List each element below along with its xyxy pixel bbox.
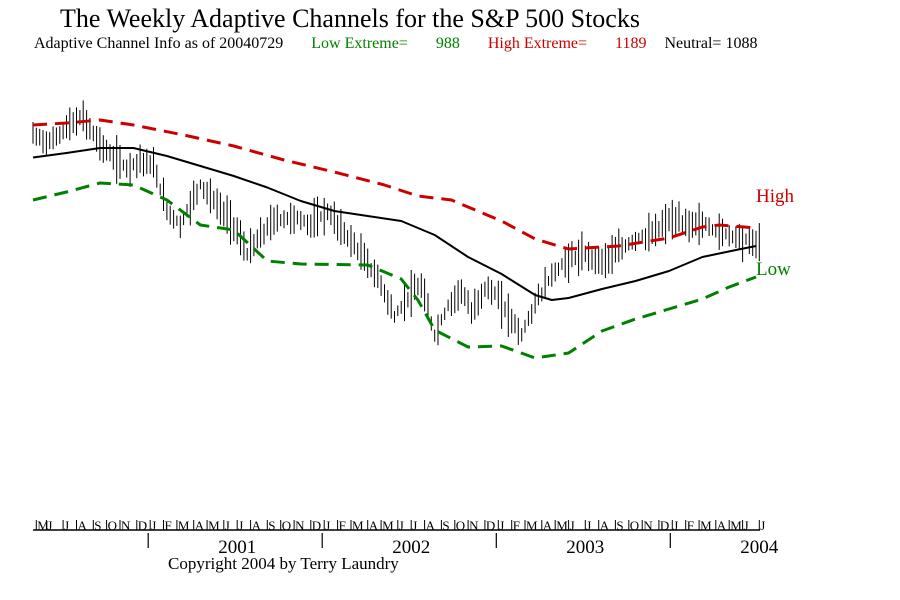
month-tick-label: J [586, 518, 591, 533]
month-tick-label: O [282, 518, 291, 533]
neutral-channel-line [32, 147, 757, 301]
low-line-label: Low [756, 259, 791, 280]
month-tick-label: M [700, 518, 712, 533]
neutral-label: Neutral= [664, 35, 722, 52]
month-tick-label: J [744, 518, 749, 533]
month-tick-label: J [499, 518, 504, 533]
month-tick-label: A [78, 518, 88, 533]
month-tick-label: J [673, 518, 678, 533]
month-tick-label: N [295, 518, 305, 533]
year-label: 2001 [218, 537, 256, 558]
low-extreme-value: 988 [435, 35, 460, 52]
month-tick-label: A [369, 518, 379, 533]
high-line-label: High [756, 186, 795, 207]
channel-info-line: Adaptive Channel Info as of 20040729 Low… [34, 35, 757, 53]
month-tick-label: D [138, 518, 147, 533]
month-tick-label: A [600, 518, 610, 533]
month-tick-label: F [513, 518, 520, 533]
month-tick-label: M [382, 518, 394, 533]
month-tick-label: N [643, 518, 653, 533]
month-tick-label: J [151, 518, 156, 533]
month-tick-label: D [312, 518, 321, 533]
neutral-value: 1088 [725, 35, 758, 52]
month-tick-label: S [616, 518, 623, 533]
month-tick-label: S [442, 518, 449, 533]
month-tick-label: N [469, 518, 479, 533]
month-tick-label: A [543, 518, 553, 533]
month-tick-label: M [556, 518, 568, 533]
high-extreme-label: High Extreme= [487, 35, 588, 52]
month-tick-label: J [412, 518, 417, 533]
time-axis: MJ J A S O N D J F M A M J J A S O N D J F M A M J J A S O N D J F M A M J J A… [33, 518, 779, 558]
month-tick-label: M [526, 518, 538, 533]
month-tick-label: S [268, 518, 275, 533]
price-bars [32, 100, 760, 346]
month-tick-label: F [687, 518, 694, 533]
month-tick-label: M [178, 518, 190, 533]
month-tick-label: M [730, 518, 742, 533]
month-tick-label: M [208, 518, 220, 533]
month-tick-label: N [121, 518, 131, 533]
month-tick-label: J [570, 518, 575, 533]
month-tick-label: D [660, 518, 669, 533]
month-tick-label: D [486, 518, 495, 533]
month-tick-label: J [399, 518, 404, 533]
month-tick-label: O [630, 518, 639, 533]
high-extreme-value: 1189 [615, 35, 647, 52]
low-extreme-label: Low Extreme= [311, 35, 408, 52]
month-tick-label: A [195, 518, 205, 533]
month-tick-label: O [456, 518, 465, 533]
month-tick-label: J [225, 518, 230, 533]
month-tick-label: A [426, 518, 436, 533]
year-label: 2002 [392, 537, 430, 558]
month-tick-label: J [47, 518, 52, 533]
year-label: 2004 [740, 537, 779, 558]
month-tick-label: A [717, 518, 727, 533]
month-tick-label: F [339, 518, 346, 533]
month-tick-label: J [238, 518, 243, 533]
channel-lines [32, 118, 757, 360]
month-tick-label: F [165, 518, 172, 533]
month-tick-label: J [760, 518, 765, 533]
month-tick-label: J [325, 518, 330, 533]
info-as-of: Adaptive Channel Info as of 20040729 [34, 35, 284, 52]
channel-labels: High Low [756, 186, 795, 280]
month-tick-label: A [252, 518, 262, 533]
low-channel-line [32, 181, 757, 360]
month-tick-label: S [94, 518, 101, 533]
month-tick-label: O [108, 518, 117, 533]
month-tick-label: J [64, 518, 69, 533]
month-tick-label: M [352, 518, 364, 533]
chart-title: The Weekly Adaptive Channels for the S&P… [60, 4, 640, 33]
year-label: 2003 [566, 537, 604, 558]
copyright-text: Copyright 2004 by Terry Laundry [168, 554, 399, 573]
high-channel-line [32, 118, 757, 251]
